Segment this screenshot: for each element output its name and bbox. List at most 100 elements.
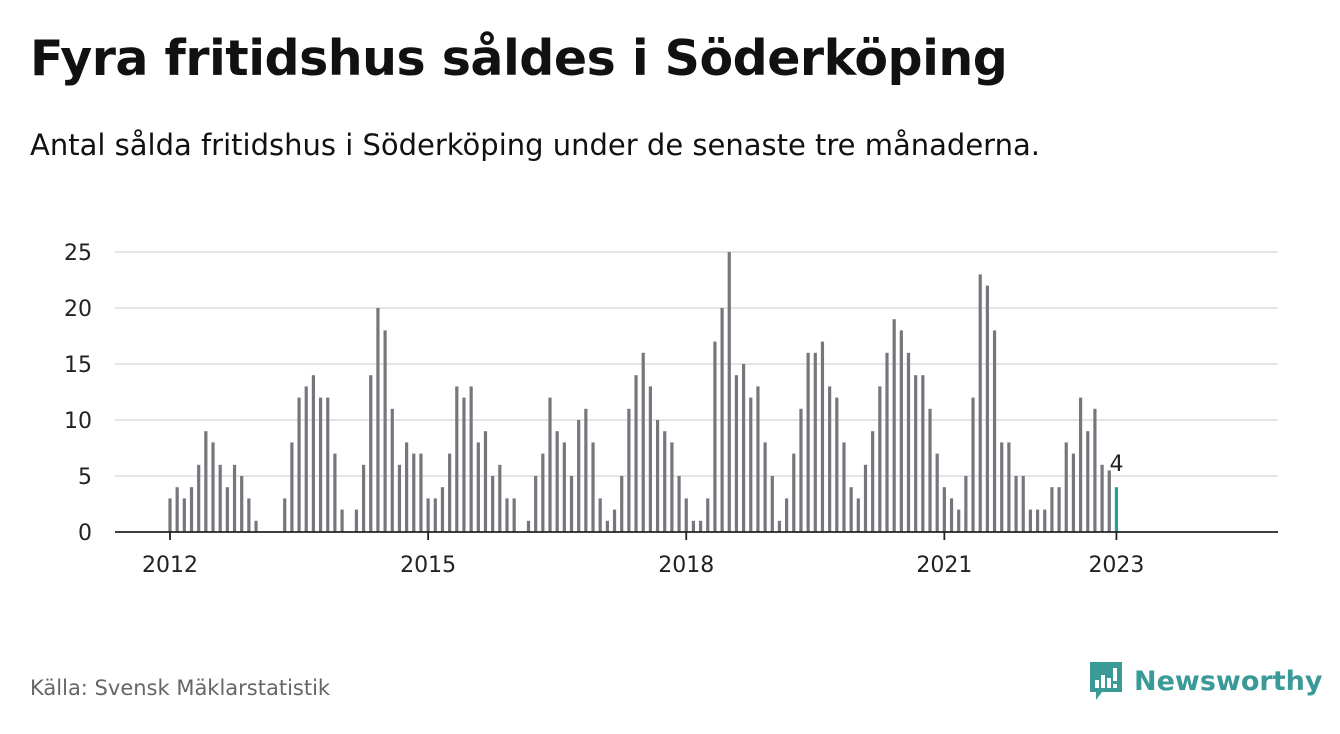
bar [1093,408,1097,532]
bar [964,476,968,532]
bar [426,498,430,532]
bar [318,397,323,532]
gridlines [115,251,1278,477]
brand-logo: Newsworthy [1088,660,1322,702]
bar [942,487,946,532]
bar [469,386,473,532]
bar [598,498,602,532]
y-tick-label: 10 [64,409,92,434]
bar [978,274,982,532]
bar [770,476,774,532]
bar [1078,397,1083,532]
bar [498,464,502,532]
bar [605,520,609,532]
bar [440,487,445,532]
chart-subtitle: Antal sålda fritidshus i Söderköping und… [30,128,1040,162]
bar [655,420,660,532]
bar [232,464,237,532]
bar [1021,476,1025,532]
bar [491,476,495,532]
bar [1028,509,1032,532]
bar [691,520,696,532]
bar [168,498,172,532]
bar [906,352,911,532]
y-axis-labels: 0 5 10 15 20 25 [64,241,92,546]
bar [763,442,767,532]
bar [419,453,423,532]
bar [534,476,538,532]
bar [792,453,796,532]
bar [175,487,179,532]
bar [541,453,545,532]
bar [240,476,244,532]
bar [742,364,746,532]
bar [620,476,624,532]
bar [813,352,817,532]
annotations: 4 [1109,452,1123,477]
y-tick-label: 0 [78,521,92,546]
x-tick-label: 2012 [142,553,198,578]
bar [283,498,287,532]
y-tick-label: 25 [64,241,92,266]
bar [397,464,402,532]
bar [663,431,667,532]
x-tick-label: 2021 [916,553,972,578]
bar [433,498,437,532]
bar [333,453,337,532]
bar [455,386,459,532]
bar [878,386,882,532]
bar [405,442,409,532]
bar [820,341,825,532]
bar [914,375,918,532]
bar [476,442,480,532]
bar [1071,453,1076,532]
bar [218,464,222,532]
bar [462,397,466,532]
bar [863,464,868,532]
bar [505,498,509,532]
bar [720,308,724,532]
y-tick-label: 15 [64,353,92,378]
bar [189,487,194,532]
bar [483,431,488,532]
bar [1000,442,1004,532]
bar [627,408,631,532]
bar [591,442,595,532]
bar [612,509,617,532]
bar [935,453,939,532]
bar [670,442,674,532]
bar [369,375,373,532]
bar-latest [1114,487,1119,532]
bar [197,464,201,532]
bar [713,341,717,532]
bar [304,386,308,532]
bar [928,408,932,532]
bar [448,453,452,532]
bar [1064,442,1068,532]
bar [340,509,344,532]
bar [799,408,803,532]
bar [1007,442,1011,532]
bar [806,352,810,532]
bar [856,498,860,532]
bar [727,252,731,532]
bar [548,397,552,532]
bar [641,352,645,532]
x-tick-label: 2023 [1088,553,1144,578]
newsworthy-logo-icon [1090,662,1122,700]
bar [749,397,753,532]
bar [842,442,846,532]
bar [204,431,208,532]
bar [555,431,559,532]
bar [1043,509,1047,532]
bar [734,375,739,532]
bar [899,330,903,532]
chart-title: Fyra fritidshus såldes i Söderköping [30,30,1008,87]
y-tick-label: 20 [64,297,92,322]
bar [512,498,516,532]
bar [985,285,989,532]
y-tick-label: 5 [78,465,92,490]
bar [247,498,251,532]
bar [569,476,574,532]
bar [1014,476,1018,532]
